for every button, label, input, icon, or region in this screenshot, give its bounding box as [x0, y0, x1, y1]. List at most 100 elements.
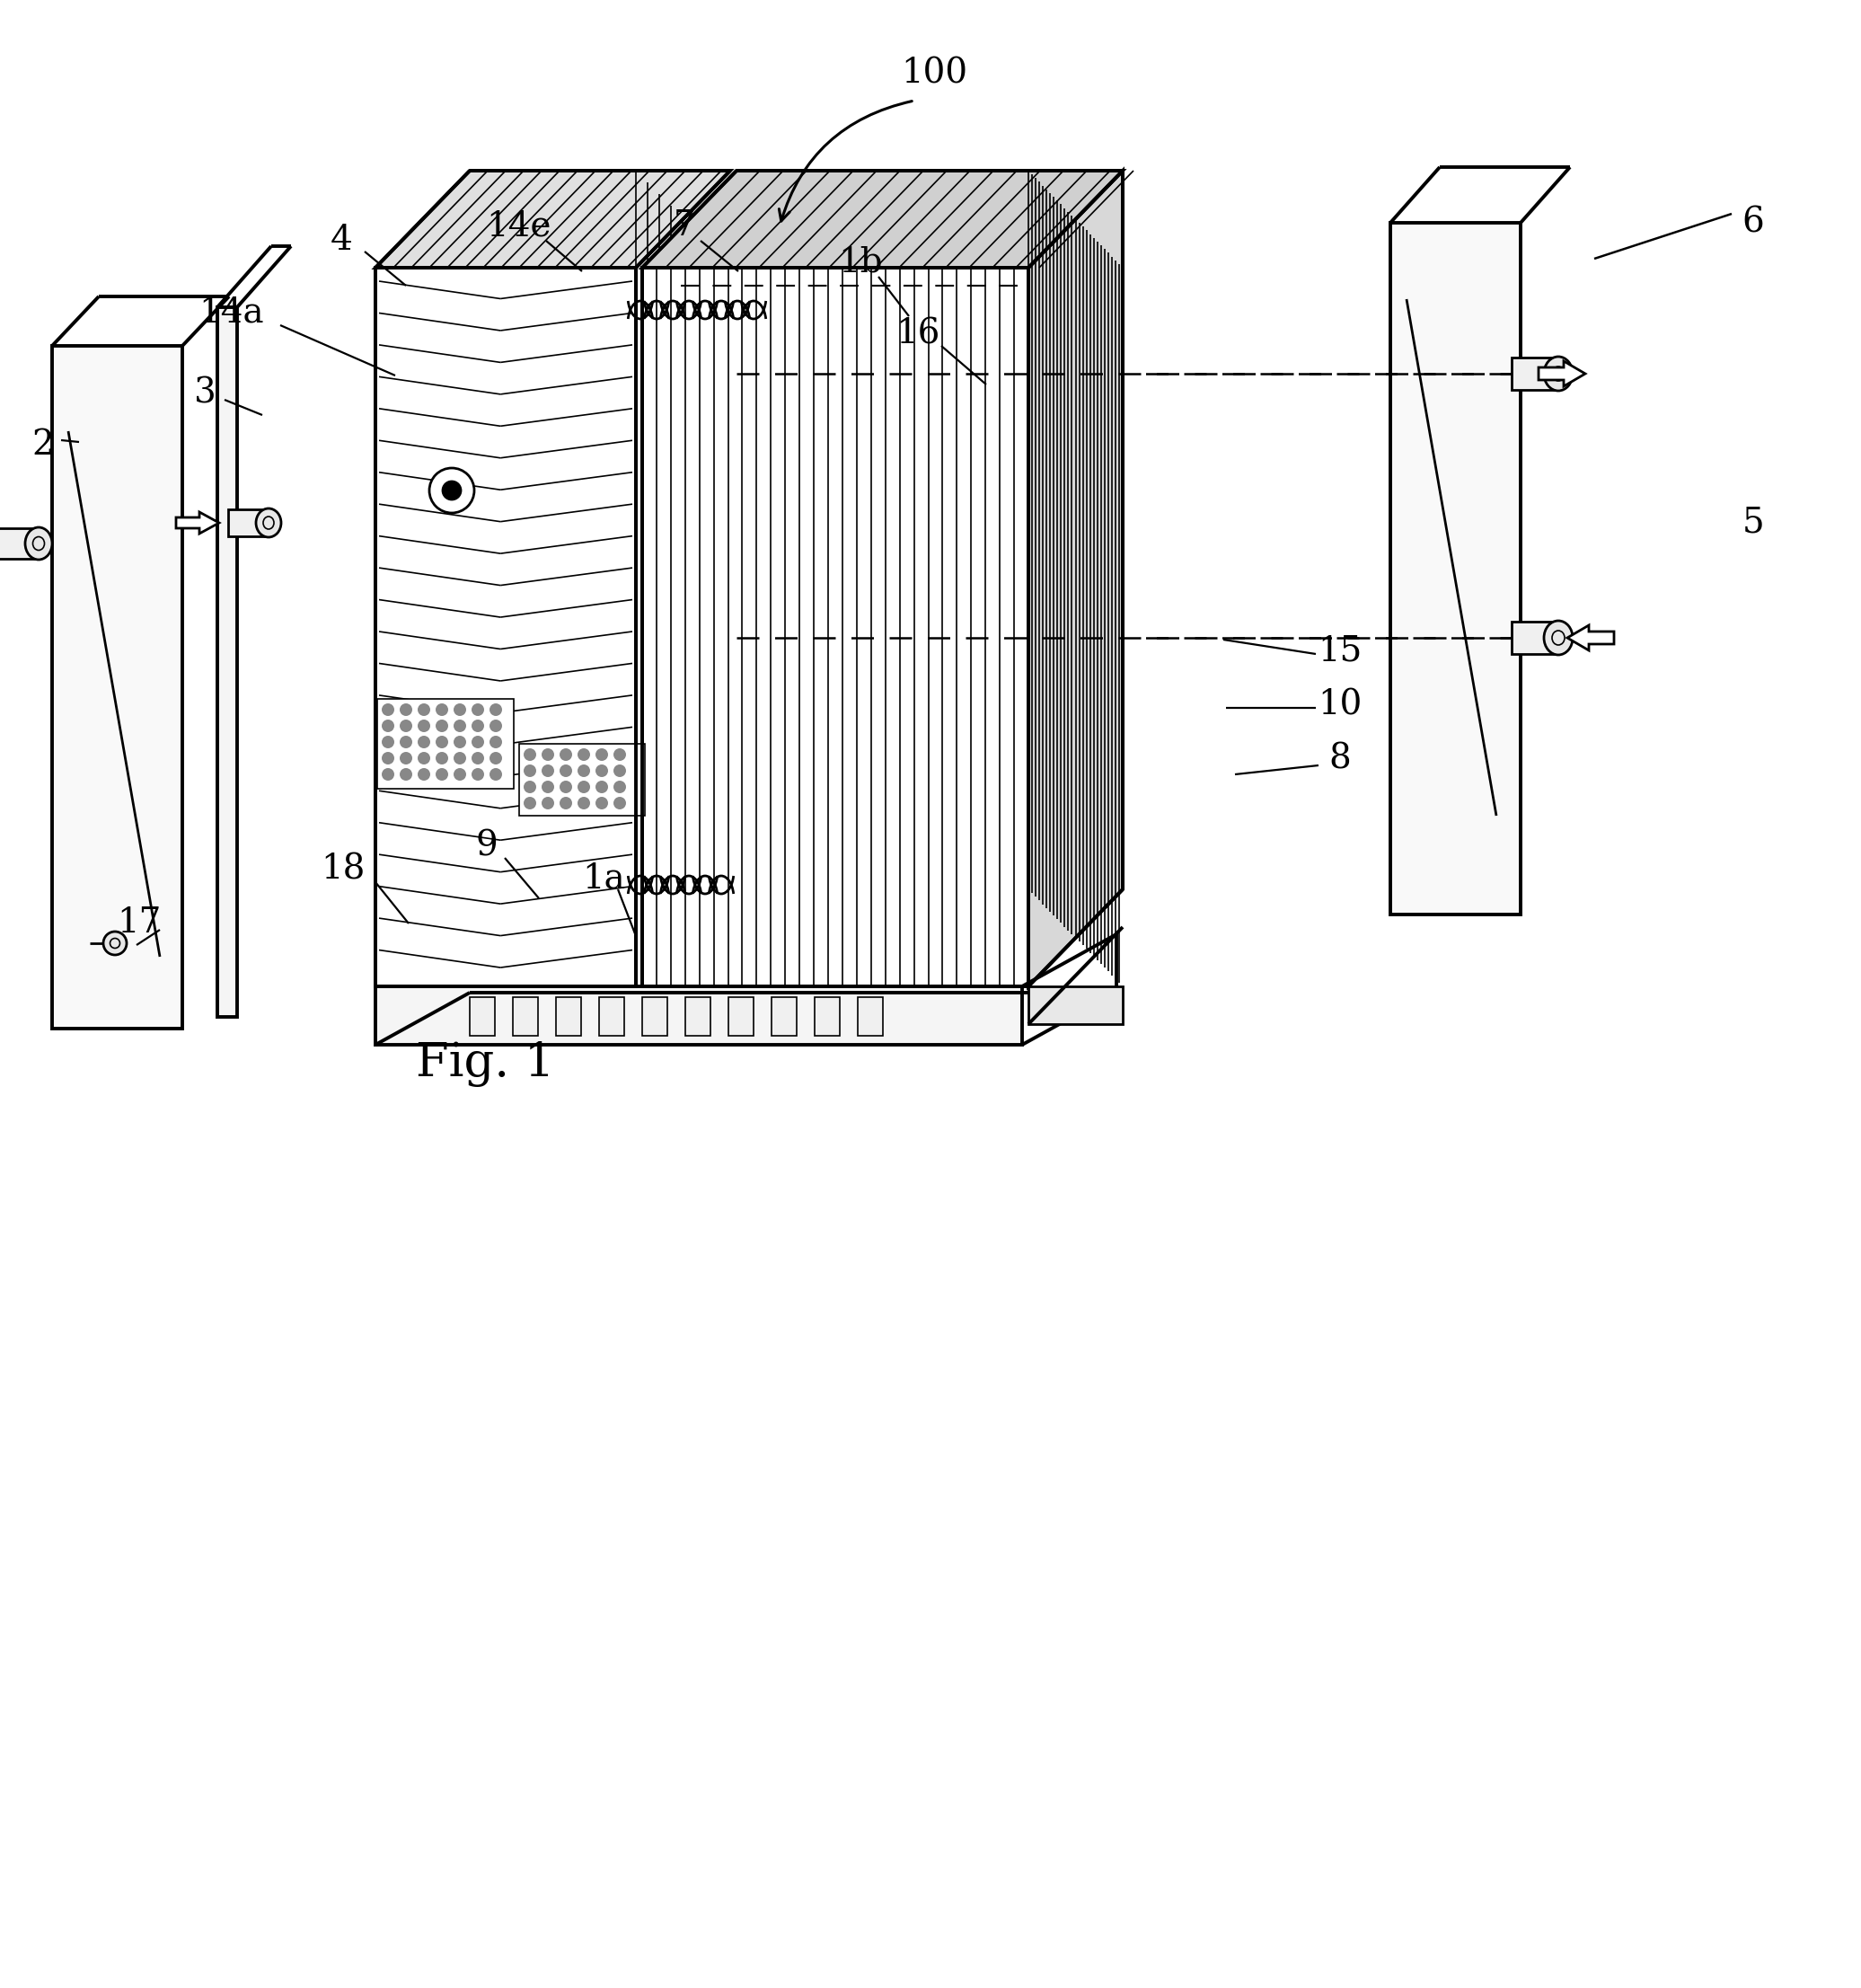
Ellipse shape: [435, 720, 449, 732]
Ellipse shape: [400, 720, 413, 732]
Ellipse shape: [382, 736, 395, 747]
Ellipse shape: [542, 747, 555, 761]
Ellipse shape: [417, 720, 430, 732]
Ellipse shape: [417, 767, 430, 781]
Ellipse shape: [489, 736, 502, 747]
Ellipse shape: [560, 765, 571, 777]
Ellipse shape: [523, 781, 536, 793]
Ellipse shape: [471, 751, 484, 765]
Ellipse shape: [257, 509, 281, 537]
Bar: [556, 998, 581, 1036]
Ellipse shape: [614, 781, 625, 793]
Text: 17: 17: [117, 907, 162, 940]
Polygon shape: [1539, 362, 1586, 386]
Ellipse shape: [577, 765, 590, 777]
Text: 5: 5: [1742, 507, 1764, 539]
Ellipse shape: [489, 751, 502, 765]
Ellipse shape: [454, 704, 465, 716]
Ellipse shape: [489, 720, 502, 732]
Text: 8: 8: [1329, 742, 1351, 775]
Ellipse shape: [560, 781, 571, 793]
Ellipse shape: [382, 767, 395, 781]
Text: 7: 7: [674, 211, 696, 243]
Ellipse shape: [417, 736, 430, 747]
Text: 6: 6: [1742, 207, 1764, 239]
Ellipse shape: [435, 751, 449, 765]
Ellipse shape: [542, 781, 555, 793]
Text: 14a: 14a: [199, 296, 264, 330]
Ellipse shape: [417, 704, 430, 716]
Ellipse shape: [596, 747, 609, 761]
Ellipse shape: [596, 765, 609, 777]
Polygon shape: [376, 171, 730, 268]
Bar: [1511, 358, 1558, 390]
Ellipse shape: [382, 720, 395, 732]
Ellipse shape: [596, 797, 609, 809]
Bar: [376, 986, 1022, 1046]
Ellipse shape: [523, 747, 536, 761]
Ellipse shape: [454, 720, 465, 732]
Ellipse shape: [454, 736, 465, 747]
Text: 10: 10: [1318, 688, 1362, 722]
Bar: [772, 998, 797, 1036]
Polygon shape: [1029, 171, 1122, 986]
Text: 9: 9: [476, 829, 499, 863]
Ellipse shape: [489, 767, 502, 781]
Circle shape: [443, 481, 462, 499]
Bar: [1390, 223, 1520, 914]
Bar: [642, 268, 1029, 986]
Ellipse shape: [471, 720, 484, 732]
Bar: [519, 744, 646, 815]
Bar: [514, 998, 538, 1036]
Bar: [642, 268, 1029, 986]
Ellipse shape: [614, 797, 625, 809]
Bar: [0, 529, 39, 559]
Bar: [229, 509, 268, 537]
Bar: [218, 308, 236, 1018]
Ellipse shape: [560, 747, 571, 761]
Bar: [728, 998, 754, 1036]
Bar: [858, 998, 882, 1036]
Ellipse shape: [382, 704, 395, 716]
Text: 4: 4: [329, 225, 352, 256]
Bar: [1511, 622, 1558, 654]
Ellipse shape: [577, 781, 590, 793]
Text: 3: 3: [194, 378, 216, 410]
Ellipse shape: [400, 751, 413, 765]
Ellipse shape: [523, 765, 536, 777]
Ellipse shape: [560, 797, 571, 809]
Bar: [52, 346, 182, 1028]
Bar: [376, 268, 636, 986]
Bar: [815, 998, 839, 1036]
Ellipse shape: [400, 704, 413, 716]
Circle shape: [430, 467, 475, 513]
Bar: [469, 998, 495, 1036]
Ellipse shape: [614, 747, 625, 761]
Ellipse shape: [577, 747, 590, 761]
Ellipse shape: [104, 932, 127, 954]
Ellipse shape: [26, 527, 52, 561]
Text: 14e: 14e: [486, 211, 551, 243]
Ellipse shape: [435, 736, 449, 747]
Ellipse shape: [596, 781, 609, 793]
Ellipse shape: [435, 704, 449, 716]
Ellipse shape: [471, 704, 484, 716]
Polygon shape: [1567, 626, 1613, 650]
Ellipse shape: [577, 797, 590, 809]
Text: 1b: 1b: [837, 247, 882, 278]
Bar: [599, 998, 623, 1036]
Polygon shape: [177, 513, 220, 533]
Ellipse shape: [471, 736, 484, 747]
Ellipse shape: [417, 751, 430, 765]
Text: 1a: 1a: [582, 863, 625, 895]
Text: Fig. 1: Fig. 1: [415, 1042, 555, 1087]
Text: 100: 100: [901, 58, 968, 89]
Ellipse shape: [542, 765, 555, 777]
Ellipse shape: [471, 767, 484, 781]
Ellipse shape: [400, 736, 413, 747]
Ellipse shape: [1545, 356, 1573, 392]
Text: 18: 18: [320, 853, 365, 887]
Ellipse shape: [382, 751, 395, 765]
Text: 16: 16: [895, 318, 940, 350]
Bar: [1029, 986, 1122, 1024]
